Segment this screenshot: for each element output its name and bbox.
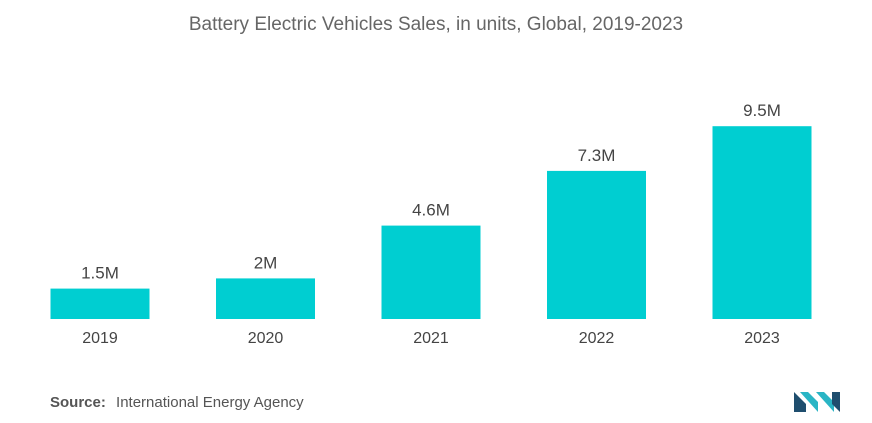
bars-group [50, 126, 812, 319]
value-label-2022: 7.3M [578, 146, 616, 165]
value-labels-group: 1.5M 2M 4.6M 7.3M 9.5M [81, 101, 781, 282]
bar-2020 [216, 278, 315, 319]
x-tick-label-2022: 2022 [579, 330, 615, 347]
source-note: Source: International Energy Agency [50, 394, 304, 411]
bar-2019 [50, 288, 150, 319]
x-tick-labels-group: 2019 2020 2021 2022 2023 [82, 330, 780, 347]
bar-2022 [547, 170, 646, 319]
x-tick-label-2020: 2020 [248, 330, 284, 347]
x-tick-label-2021: 2021 [413, 330, 449, 347]
value-label-2019: 1.5M [81, 264, 119, 283]
value-label-2023: 9.5M [743, 101, 781, 120]
source-label: Source: [50, 394, 106, 411]
chart-title: Battery Electric Vehicles Sales, in unit… [188, 14, 684, 35]
mordor-logo-icon [794, 392, 840, 412]
bar-2021 [381, 225, 481, 319]
bar-2023 [712, 126, 812, 319]
value-label-2021: 4.6M [412, 201, 450, 220]
x-tick-label-2019: 2019 [82, 330, 118, 347]
x-tick-label-2023: 2023 [744, 330, 780, 347]
source-text: International Energy Agency [116, 394, 304, 411]
value-label-2020: 2M [254, 253, 278, 272]
